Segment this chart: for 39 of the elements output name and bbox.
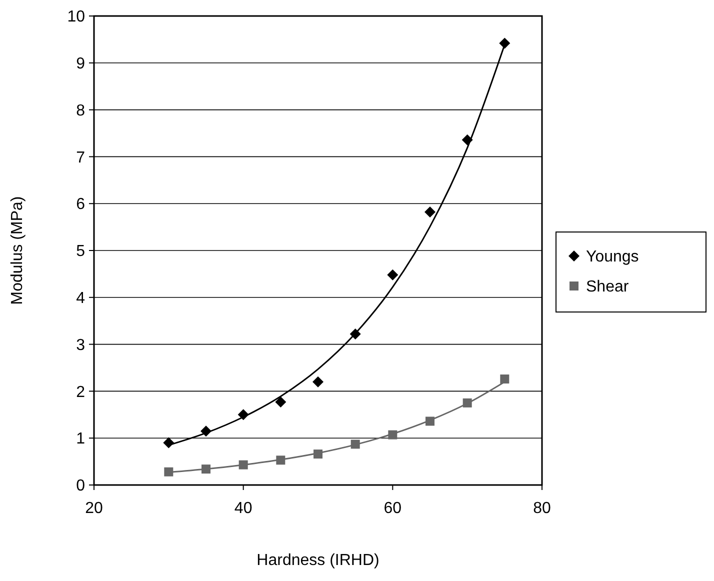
point bbox=[276, 456, 286, 465]
point bbox=[462, 134, 473, 146]
point bbox=[312, 376, 324, 388]
point bbox=[200, 426, 212, 437]
y-tick-label: 5 bbox=[76, 243, 86, 260]
legend-label: Shear bbox=[586, 278, 630, 296]
point bbox=[238, 460, 248, 470]
point bbox=[350, 440, 360, 449]
y-tick-label: 8 bbox=[76, 102, 86, 120]
y-tick-label: 2 bbox=[76, 384, 86, 401]
y-axis-title: Modulus (MPa) bbox=[9, 196, 26, 305]
point bbox=[424, 206, 436, 218]
y-tick-label: 10 bbox=[67, 8, 86, 26]
point bbox=[499, 38, 510, 49]
y-tick-label: 4 bbox=[76, 290, 86, 307]
point bbox=[388, 430, 398, 440]
point bbox=[314, 450, 322, 459]
y-tick-label: 6 bbox=[76, 196, 86, 214]
y-tick-label: 9 bbox=[76, 56, 86, 72]
point bbox=[350, 328, 361, 340]
legend-label: Youngs bbox=[586, 248, 639, 266]
x-tick-label: 40 bbox=[234, 500, 252, 517]
y-tick-label: 0 bbox=[76, 478, 86, 495]
point bbox=[164, 467, 174, 476]
point bbox=[387, 269, 398, 280]
point bbox=[238, 409, 249, 420]
point bbox=[426, 416, 434, 426]
point bbox=[202, 464, 210, 474]
x-tick-label: 80 bbox=[533, 500, 551, 517]
point bbox=[163, 437, 174, 448]
point bbox=[462, 398, 472, 408]
x-tick-label: 60 bbox=[384, 500, 402, 517]
point bbox=[500, 374, 510, 384]
y-tick-label: 3 bbox=[76, 336, 86, 354]
point bbox=[275, 396, 286, 408]
y-tick-label: 7 bbox=[76, 149, 86, 166]
x-tick-label: 20 bbox=[85, 500, 103, 517]
y-tick-label: 1 bbox=[76, 430, 86, 448]
x-axis-title: Hardness (IRHD) bbox=[256, 552, 380, 569]
